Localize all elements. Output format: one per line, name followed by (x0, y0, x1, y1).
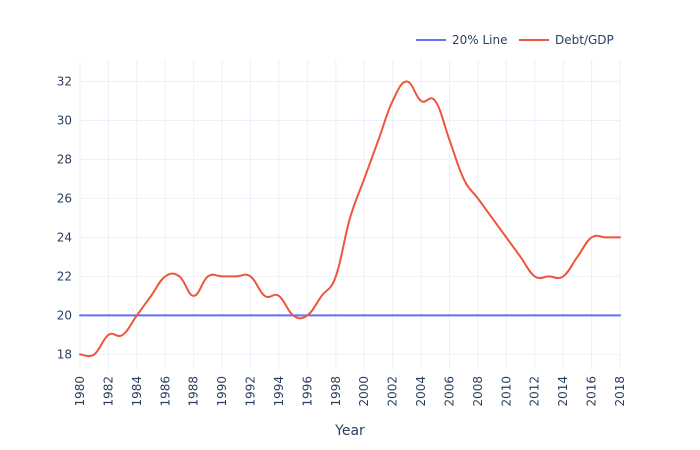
y-tick-label: 22 (57, 269, 72, 283)
y-tick-label: 26 (57, 191, 72, 205)
x-tick-label: 2014 (556, 376, 570, 407)
x-axis-ticks: 1980 1982 1984 1986 1988 1990 1992 1994 1996 1998… (73, 376, 627, 407)
y-tick-label: 32 (57, 74, 72, 88)
x-tick-label: 1990 (215, 376, 229, 407)
legend-item[interactable]: Debt/GDP (519, 33, 614, 47)
y-tick-label: 30 (57, 113, 72, 127)
x-tick-label: 1994 (272, 376, 286, 407)
x-tick-label: 2016 (585, 376, 599, 407)
x-tick-label: 2002 (386, 376, 400, 407)
x-tick-label: 1980 (73, 376, 87, 407)
y-tick-label: 24 (57, 230, 72, 244)
x-tick-label: 1988 (187, 376, 201, 407)
legend-label: 20% Line (452, 33, 508, 47)
legend: 20% Line Debt/GDP (416, 33, 614, 47)
y-tick-label: 28 (57, 152, 72, 166)
y-tick-label: 18 (57, 347, 72, 361)
x-axis-title: Year (334, 423, 365, 439)
x-tick-label: 1992 (244, 376, 258, 407)
x-tick-label: 2000 (357, 376, 371, 407)
x-tick-label: 1982 (101, 376, 115, 407)
x-tick-label: 2010 (499, 376, 513, 407)
series-layer (79, 80, 621, 358)
x-tick-label: 2012 (528, 376, 542, 407)
series-line-debt-gdp (79, 80, 621, 358)
legend-label: Debt/GDP (555, 33, 614, 47)
x-tick-label: 1996 (300, 376, 314, 407)
x-tick-label: 1998 (329, 376, 343, 407)
y-tick-label: 20 (57, 308, 72, 322)
x-tick-label: 2004 (414, 376, 428, 407)
y-axis-ticks: 18 20 22 24 26 28 30 32 (57, 74, 72, 361)
x-tick-label: 2006 (442, 376, 456, 407)
x-tick-label: 1984 (130, 376, 144, 407)
legend-item[interactable]: 20% Line (416, 33, 508, 47)
x-tick-label: 2018 (613, 376, 627, 407)
x-tick-label: 2008 (471, 376, 485, 407)
x-tick-label: 1986 (158, 376, 172, 407)
